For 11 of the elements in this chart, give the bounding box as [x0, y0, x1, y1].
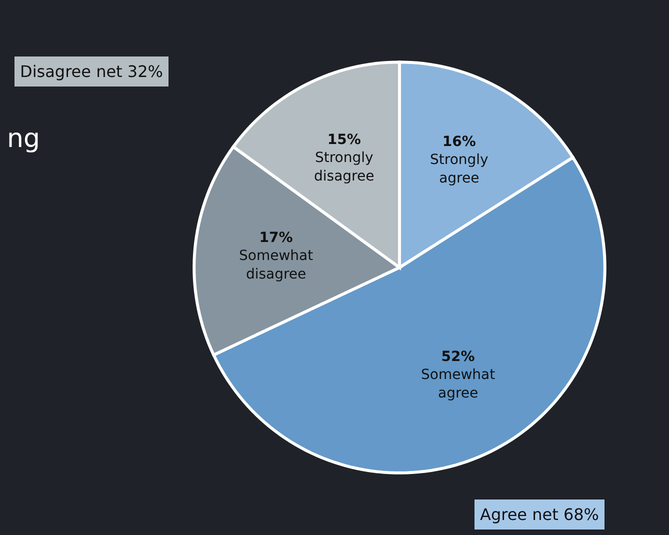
text: Agree net 68%	[480, 505, 600, 524]
slice-label: Somewhat agree	[421, 367, 496, 402]
slice-label: Somewhat disagree	[239, 248, 314, 282]
slice-label: Strongly agree	[430, 152, 488, 186]
slice-label: Strongly disagree	[314, 150, 374, 184]
text: Disagree net 32%	[20, 62, 163, 81]
data-label: 17%	[259, 230, 293, 246]
data-label: 16%	[442, 134, 476, 150]
data-label: 15%	[327, 132, 361, 148]
text: ng	[7, 124, 40, 154]
data-label: 52%	[441, 349, 475, 365]
